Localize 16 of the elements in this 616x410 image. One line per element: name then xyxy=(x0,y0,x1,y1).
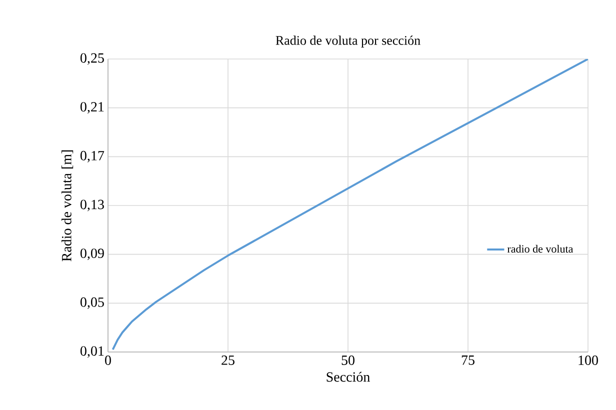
y-axis-title: Radio de voluta [m] xyxy=(62,150,74,262)
y-tick-label: 0,01 xyxy=(80,346,104,358)
x-tick-label: 0 xyxy=(105,356,111,365)
chart-title: Radio de voluta por sección xyxy=(276,36,420,48)
x-tick-label: 25 xyxy=(222,356,234,365)
y-tick-label: 0,21 xyxy=(80,102,104,114)
x-tick-label: 50 xyxy=(342,356,354,365)
y-tick-label: 0,09 xyxy=(80,248,104,260)
y-tick-label: 0,13 xyxy=(80,200,104,212)
y-tick-label: 0,05 xyxy=(80,297,104,309)
x-axis-title: Sección xyxy=(326,372,370,382)
x-tick-label: 100 xyxy=(578,356,598,365)
x-tick-label: 75 xyxy=(462,356,474,365)
legend-label: radio de voluta xyxy=(507,244,574,253)
y-tick-label: 0,25 xyxy=(80,53,104,65)
y-tick-label: 0,17 xyxy=(80,150,104,162)
